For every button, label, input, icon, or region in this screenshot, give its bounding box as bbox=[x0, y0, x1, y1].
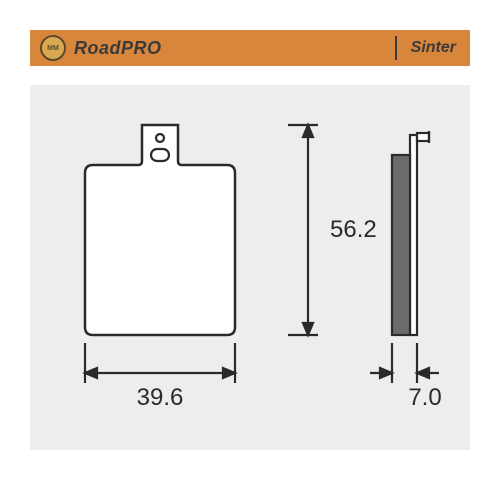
brand-name: RoadPRO bbox=[74, 38, 162, 59]
pad-outline bbox=[85, 125, 235, 335]
height-label: 56.2 bbox=[330, 216, 377, 243]
brand-logo-icon: MM bbox=[40, 35, 66, 61]
header-right: Sinter bbox=[395, 36, 456, 60]
side-tab-peg bbox=[417, 133, 429, 141]
thickness-label: 7.0 bbox=[408, 384, 441, 411]
logo-text: MM bbox=[47, 45, 59, 52]
brand-prefix: Road bbox=[74, 38, 121, 58]
technical-diagram: 39.6 56.2 7 bbox=[30, 85, 470, 450]
thickness-dimension bbox=[370, 343, 439, 383]
product-type: Sinter bbox=[411, 39, 456, 57]
side-friction bbox=[392, 155, 410, 335]
width-label: 39.6 bbox=[137, 384, 184, 411]
front-view bbox=[85, 125, 235, 335]
height-dimension bbox=[288, 125, 318, 335]
header-bar: MM RoadPRO Sinter bbox=[30, 30, 470, 66]
header-divider bbox=[395, 36, 397, 60]
width-dimension bbox=[85, 343, 235, 383]
header-left: MM RoadPRO bbox=[40, 35, 162, 61]
diagram-area: 39.6 56.2 7 bbox=[30, 85, 470, 450]
brand-suffix: PRO bbox=[121, 38, 162, 58]
side-view bbox=[392, 131, 429, 335]
